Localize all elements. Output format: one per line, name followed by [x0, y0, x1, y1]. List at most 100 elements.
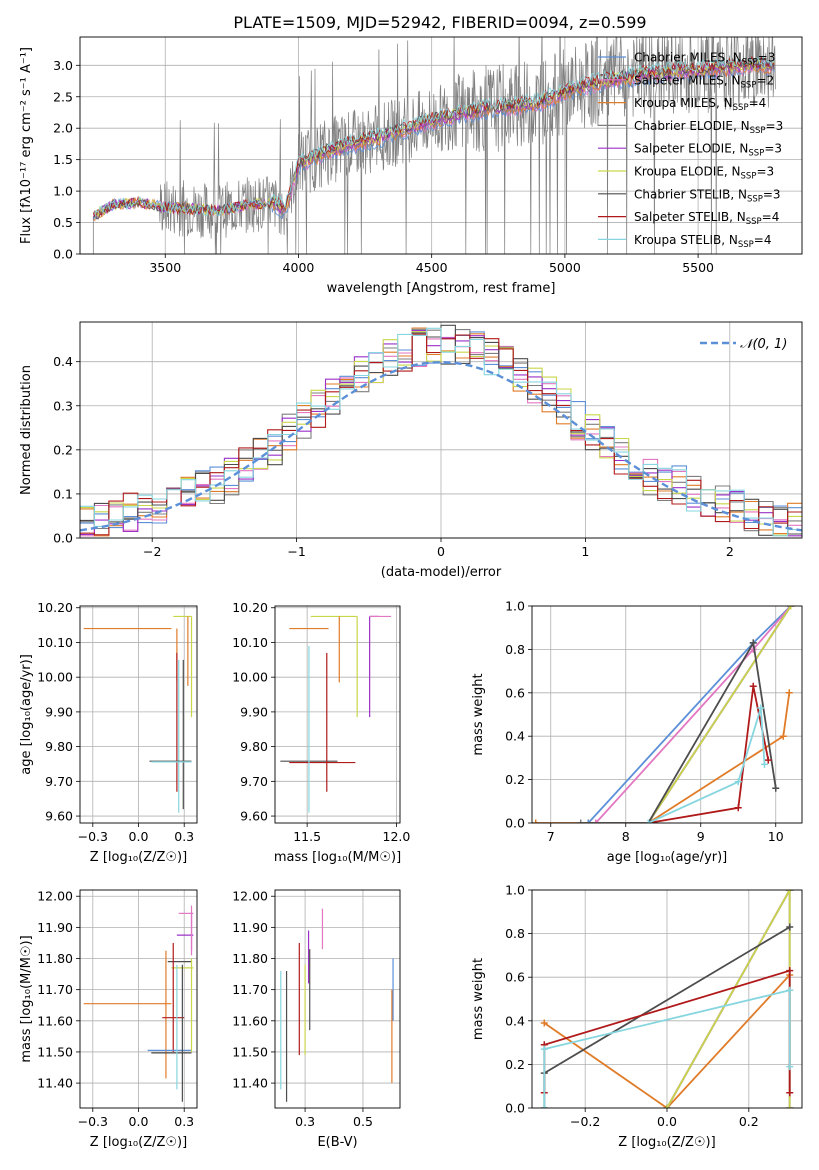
grid [275, 606, 400, 823]
weight-marker [786, 923, 794, 931]
y-tick-label: 11.80 [37, 951, 73, 966]
weight-marker [786, 986, 794, 994]
weight-marker [749, 682, 757, 690]
y-tick-label: 11.40 [232, 1076, 268, 1091]
y-tick-label: 3.0 [53, 58, 73, 73]
x-tick-label: 0.3 [174, 1114, 194, 1129]
y-tick-label: 9.90 [45, 704, 73, 719]
weight-marker [786, 890, 794, 894]
weight-line-kroupa_elodie [666, 890, 791, 1108]
x-tick-label: 8 [622, 829, 630, 844]
y-tick-label: 0.4 [53, 354, 73, 369]
x-tick-label: 0.2 [739, 1114, 759, 1129]
weight-marker [749, 639, 757, 647]
y-tick-label: 10.00 [232, 670, 268, 685]
plot-area [540, 890, 794, 1108]
x-tick-label: 0 [437, 544, 445, 559]
y-tick-label: 0.4 [505, 1013, 525, 1028]
weight-marker [786, 1104, 794, 1108]
plot-weight-vs-z: −0.2 0.0 0.2 0.0 0.2 0.4 0.6 0.8 1.0 Z [log₁₀(Z/Z… [471, 883, 803, 1150]
y-tick-label: 2.0 [53, 121, 73, 136]
x-axis-label: (data-model)/error [381, 565, 502, 580]
y-tick-label: 10.00 [37, 670, 73, 685]
x-axis-label: E(B-V) [317, 1135, 357, 1150]
legend-label: Salpeter MILES, NSSP=2 [634, 73, 774, 90]
plot-residuals: −2 −1 0 1 2 0.0 0.1 0.2 0.3 0.4 (data-model)/error… [19, 321, 803, 580]
y-tick-label: 0.0 [505, 816, 525, 831]
plot-area [280, 908, 394, 1102]
weight-line-salpeter_stelib [648, 686, 770, 823]
y-tick-label: 11.60 [37, 1013, 73, 1028]
weight-line-kroupa_miles [535, 692, 791, 823]
weight-marker [584, 819, 592, 823]
x-axis-label: Z [log₁₀(Z/Z☉)] [618, 1135, 715, 1150]
weight-marker [644, 819, 652, 823]
y-tick-label: 0.0 [53, 247, 73, 262]
weight-line-kroupa_elodie [647, 606, 792, 823]
y-tick-label: 0.1 [53, 486, 73, 501]
axes-frame [531, 889, 803, 1109]
y-tick-label: 0.2 [505, 1057, 525, 1072]
weight-marker [577, 819, 585, 823]
y-tick-label: 11.50 [232, 1044, 268, 1059]
y-tick-label: 9.60 [240, 809, 268, 824]
y-tick-label: 1.5 [53, 152, 73, 167]
y-axis-label: mass [log₁₀(M/M☉)] [19, 935, 34, 1062]
x-tick-label: 12.0 [383, 829, 411, 844]
y-tick-label: 9.80 [240, 739, 268, 754]
x-tick-label: 0.0 [129, 829, 149, 844]
axes-frame [274, 605, 401, 824]
x-tick-label: 0.0 [129, 1114, 149, 1129]
weight-line-kroupa_miles [543, 974, 791, 1108]
y-tick-label: 12.00 [232, 889, 268, 904]
y-tick-label: 9.60 [45, 809, 73, 824]
weight-line-kroupa_stelib [543, 989, 791, 1108]
weight-marker [663, 1104, 671, 1108]
y-tick-label: 0.2 [53, 442, 73, 457]
x-axis-label: Z [log₁₀(Z/Z☉)] [90, 1135, 187, 1150]
y-tick-label: 9.70 [45, 774, 73, 789]
y-tick-label: 11.90 [232, 920, 268, 935]
legend-label: Chabrier ELODIE, NSSP=3 [634, 119, 783, 136]
y-tick-label: 0.0 [505, 1101, 525, 1116]
model-line-kroupa_stelib [93, 55, 775, 219]
y-axis-label: mass weight [471, 958, 486, 1040]
weight-marker [592, 819, 600, 823]
axes-frame [274, 889, 401, 1109]
x-tick-label: 7 [547, 829, 555, 844]
plot-area [532, 606, 795, 823]
figure-title: PLATE=1509, MJD=52942, FIBERID=0094, z=0… [233, 13, 646, 32]
axes-frame [79, 605, 198, 824]
y-tick-label: 10.10 [232, 635, 268, 650]
weight-line-chabrier_stelib [647, 640, 777, 823]
plot-area [92, 37, 776, 254]
weight-marker [764, 756, 772, 764]
y-tick-label: 1.0 [505, 599, 525, 614]
x-tick-label: 4500 [416, 260, 448, 275]
axes-frame [79, 36, 803, 255]
x-axis-label: Z [log₁₀(Z/Z☉)] [90, 850, 187, 865]
grid [275, 890, 400, 1108]
plot-weight-vs-age: 7 8 9 10 0.0 0.2 0.4 0.6 0.8 1.0 age [log₁₀(age/yr… [471, 599, 803, 865]
weight-marker [786, 967, 794, 975]
weight-marker [540, 1104, 548, 1108]
axes-frame [531, 605, 803, 824]
weight-line-kroupa_stelib [647, 707, 766, 823]
y-axis-label: Flux [fλ10⁻¹⁷ erg cm⁻² s⁻¹ A⁻¹] [19, 47, 34, 244]
y-tick-label: 9.70 [240, 774, 268, 789]
plot-area [280, 615, 392, 813]
normal-curve [80, 360, 802, 532]
y-tick-label: 0.6 [505, 970, 525, 985]
y-tick-label: 11.90 [37, 920, 73, 935]
y-tick-label: 0.6 [505, 685, 525, 700]
y-tick-label: 11.60 [232, 1013, 268, 1028]
y-axis-label: Normed distribution [19, 365, 34, 495]
weight-marker [779, 732, 787, 740]
y-tick-label: 10.10 [37, 635, 73, 650]
y-tick-label: 2.5 [53, 89, 73, 104]
y-tick-label: 11.40 [37, 1076, 73, 1091]
x-tick-label: −2 [143, 544, 161, 559]
legend-label: Kroupa STELIB, NSSP=4 [634, 233, 772, 250]
y-tick-label: 11.70 [37, 982, 73, 997]
